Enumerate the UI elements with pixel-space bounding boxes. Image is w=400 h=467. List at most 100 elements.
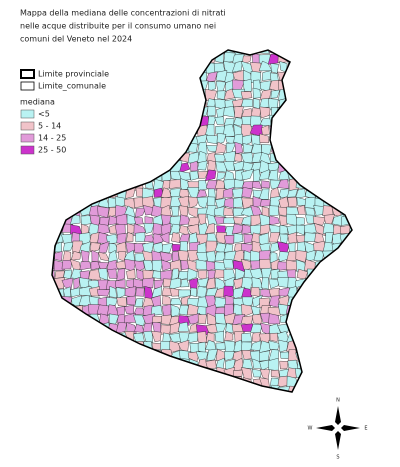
municipality (280, 394, 288, 406)
municipality (169, 367, 181, 379)
municipality (79, 50, 92, 55)
municipality (170, 108, 181, 120)
municipality (339, 368, 351, 379)
municipality (331, 386, 344, 392)
municipality (296, 330, 307, 344)
municipality (116, 64, 127, 74)
municipality (52, 313, 55, 325)
municipality (288, 72, 300, 84)
municipality (330, 286, 345, 299)
municipality (151, 89, 163, 99)
municipalities (52, 50, 352, 407)
municipality (294, 296, 308, 307)
municipality (351, 269, 352, 280)
municipality (214, 330, 224, 343)
municipality (81, 98, 92, 110)
municipality (351, 109, 352, 117)
municipality (305, 386, 317, 392)
municipality (253, 98, 261, 110)
municipality (222, 387, 234, 392)
municipality (72, 195, 83, 209)
municipality (134, 62, 144, 74)
municipality (124, 50, 134, 54)
municipality (213, 62, 226, 73)
municipality (124, 304, 134, 315)
municipality (143, 396, 155, 404)
municipality (350, 52, 352, 63)
municipality (350, 287, 352, 299)
municipality (178, 205, 188, 218)
municipality (169, 91, 182, 101)
municipality (70, 360, 82, 372)
municipality (54, 295, 63, 308)
municipality (89, 100, 100, 111)
municipality (288, 152, 300, 165)
municipality (106, 297, 118, 307)
municipality (89, 116, 100, 128)
municipality (178, 395, 189, 405)
municipality (168, 53, 182, 65)
municipality (144, 375, 155, 388)
municipality (295, 394, 308, 406)
municipality (133, 79, 146, 92)
municipality (123, 133, 138, 147)
municipality (135, 207, 147, 218)
municipality (115, 117, 126, 128)
municipality (52, 340, 64, 350)
municipality (187, 196, 200, 209)
municipality (303, 341, 316, 354)
municipality (214, 116, 225, 125)
municipality (305, 322, 317, 335)
municipality (134, 377, 147, 386)
municipality (313, 384, 324, 392)
municipality (116, 397, 126, 407)
municipality (330, 116, 342, 127)
municipality (305, 169, 317, 182)
municipality (52, 341, 55, 353)
municipality (52, 279, 56, 288)
municipality (240, 98, 253, 108)
municipality (296, 241, 306, 253)
municipality (205, 377, 217, 390)
municipality (52, 170, 64, 182)
municipality (314, 160, 325, 170)
municipality (268, 232, 281, 243)
municipality (303, 71, 315, 83)
municipality (62, 189, 73, 199)
municipality (324, 62, 334, 74)
municipality (323, 50, 335, 54)
municipality (62, 359, 75, 371)
municipality (259, 106, 271, 119)
municipality (214, 385, 226, 392)
municipality (161, 108, 171, 118)
municipality (152, 106, 163, 120)
municipality (98, 135, 110, 145)
municipality (323, 322, 334, 334)
municipality (52, 288, 56, 299)
municipality (260, 277, 269, 290)
municipality (312, 216, 327, 226)
municipality (70, 54, 83, 65)
municipality (97, 261, 109, 271)
municipality (180, 279, 190, 288)
municipality (162, 295, 172, 306)
municipality (97, 384, 110, 392)
municipality (223, 150, 236, 163)
municipality (278, 125, 291, 135)
municipality (186, 116, 200, 128)
municipality (107, 163, 117, 173)
municipality (135, 395, 145, 407)
municipality (315, 62, 324, 75)
municipality (160, 187, 172, 200)
municipality (178, 162, 191, 174)
municipality (323, 351, 334, 362)
municipality (98, 115, 111, 129)
municipality (333, 313, 343, 325)
municipality (205, 179, 217, 191)
municipality (52, 207, 66, 217)
municipality (52, 357, 56, 371)
municipality (123, 150, 137, 164)
municipality (340, 178, 352, 190)
municipality (333, 334, 343, 341)
municipality (118, 142, 128, 153)
